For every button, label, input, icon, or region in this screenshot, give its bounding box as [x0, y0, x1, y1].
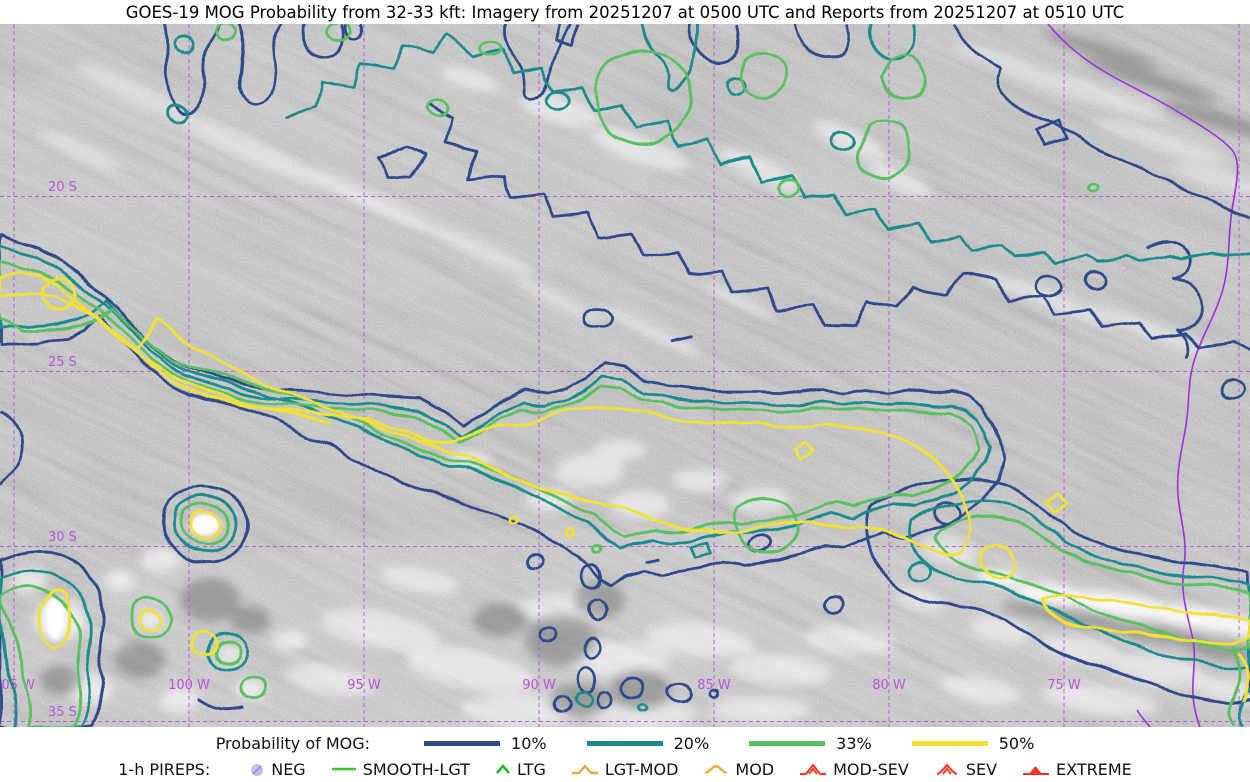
- mog-probability-contours: [0, 24, 1250, 727]
- legend-item-20pct: 20%: [585, 733, 710, 753]
- legend-item-label: LTG: [516, 759, 546, 779]
- contours-20pct: [0, 24, 1250, 727]
- legend-item-sev: SEV: [934, 760, 997, 779]
- lat-label: 30 S: [48, 530, 77, 545]
- legend-item-label: NEG: [271, 759, 306, 779]
- legend-item-label: SMOOTH-LGT: [362, 759, 470, 779]
- lon-label: 75 W: [1047, 678, 1081, 693]
- contours-50pct: [0, 270, 1250, 703]
- lon-label: 95 W: [347, 678, 381, 693]
- legend-item-label: MOD-SEV: [833, 759, 909, 779]
- lon-label: 105 W: [0, 678, 35, 693]
- legend-item-ltg: LTG: [495, 760, 546, 779]
- pireps-legend-row: 1-h PIREPS: NEG SMOOTH-LGT LTG: [0, 756, 1250, 782]
- legend-item-label: 33%: [836, 733, 872, 753]
- ltg-caret-icon: [495, 764, 510, 774]
- mod-sev-icon: [800, 763, 827, 775]
- legend-item-smooth-lgt: SMOOTH-LGT: [331, 760, 470, 779]
- legend-item-label: MOD: [735, 759, 775, 779]
- legend-item-extreme: EXTREME: [1022, 760, 1132, 779]
- contours-10pct: [0, 24, 1250, 727]
- mod-caret-icon: [705, 764, 728, 775]
- legend-item-50pct: 50%: [910, 733, 1035, 753]
- legend-item-mod: MOD: [703, 760, 774, 779]
- lgt-mod-tent-icon: [571, 764, 598, 775]
- smooth-lgt-line-icon: [331, 767, 356, 771]
- lat-label: 35 S: [48, 705, 77, 720]
- legend-item-10pct: 10%: [422, 734, 547, 753]
- map-canvas: 20 S 25 S 30 S 35 S 105 W 100 W 95 W 90 …: [0, 24, 1250, 727]
- legend-item-label: 10%: [511, 733, 547, 753]
- lon-label: 100 W: [168, 678, 210, 693]
- legend-item-label: 20%: [673, 733, 710, 753]
- neg-null-circle-icon: [251, 764, 264, 776]
- legend: Probability of MOG: 10% 20% 33% 50% 1-h …: [0, 727, 1250, 782]
- extreme-triangle-icon: [1023, 765, 1050, 775]
- legend-item-label: 50%: [998, 733, 1035, 753]
- satellite-map-svg: 20 S 25 S 30 S 35 S 105 W 100 W 95 W 90 …: [0, 24, 1250, 727]
- legend-item-label: LGT-MOD: [604, 759, 679, 779]
- legend-item-lgt-mod: LGT-MOD: [571, 759, 679, 779]
- legend-item-label: EXTREME: [1056, 759, 1132, 779]
- country-border: [1047, 24, 1239, 727]
- pireps-legend-title: 1-h PIREPS:: [118, 759, 211, 779]
- lon-label: 90 W: [522, 678, 556, 693]
- figure-title: GOES-19 MOG Probability from 32-33 kft: …: [125, 3, 1125, 22]
- lat-label: 20 S: [48, 180, 77, 195]
- probability-legend-title: Probability of MOG:: [215, 733, 371, 753]
- latlon-grid: [0, 24, 1250, 727]
- grid-labels: 20 S 25 S 30 S 35 S 105 W 100 W 95 W 90 …: [0, 180, 1081, 720]
- legend-item-neg: NEG: [249, 759, 306, 779]
- legend-item-mod-sev: MOD-SEV: [799, 760, 909, 779]
- legend-item-33pct: 33%: [747, 734, 872, 753]
- 33pct-line-swatch: [749, 740, 826, 746]
- contours-33pct: [0, 24, 1250, 727]
- sev-icon: [936, 762, 957, 775]
- legend-item-label: SEV: [965, 759, 998, 779]
- probability-legend-row: Probability of MOG: 10% 20% 33% 50%: [0, 730, 1250, 756]
- lat-label: 25 S: [48, 355, 77, 370]
- lon-label: 85 W: [697, 678, 731, 693]
- 50pct-line-swatch: [911, 740, 988, 746]
- 10pct-line-swatch: [424, 740, 501, 746]
- lon-label: 80 W: [872, 678, 906, 693]
- 20pct-line-swatch: [586, 740, 663, 746]
